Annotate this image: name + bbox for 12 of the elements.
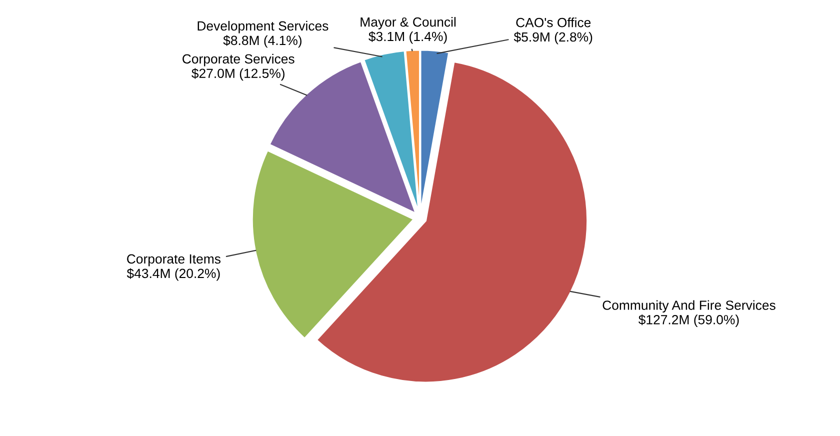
data-label: $27.0M (12.5%) — [192, 68, 284, 81]
slice-label: CAO's Office — [516, 18, 591, 28]
data-label: $127.2M (59.0%) — [638, 314, 739, 327]
slice-label: Development Services — [198, 20, 328, 34]
slice-label: Mayor & Council — [360, 17, 456, 30]
slice-label: Corporate Items — [127, 254, 220, 266]
data-label: $5.9M (2.8%) — [514, 32, 592, 44]
data-label: $8.8M (4.1%) — [223, 35, 302, 48]
slice-label: Community And Fire Services — [602, 300, 776, 313]
slice-label: Corporate Services — [182, 54, 294, 66]
data-label: $43.4M (20.2%) — [126, 268, 220, 281]
data-label: $3.1M (1.4%) — [368, 31, 447, 44]
